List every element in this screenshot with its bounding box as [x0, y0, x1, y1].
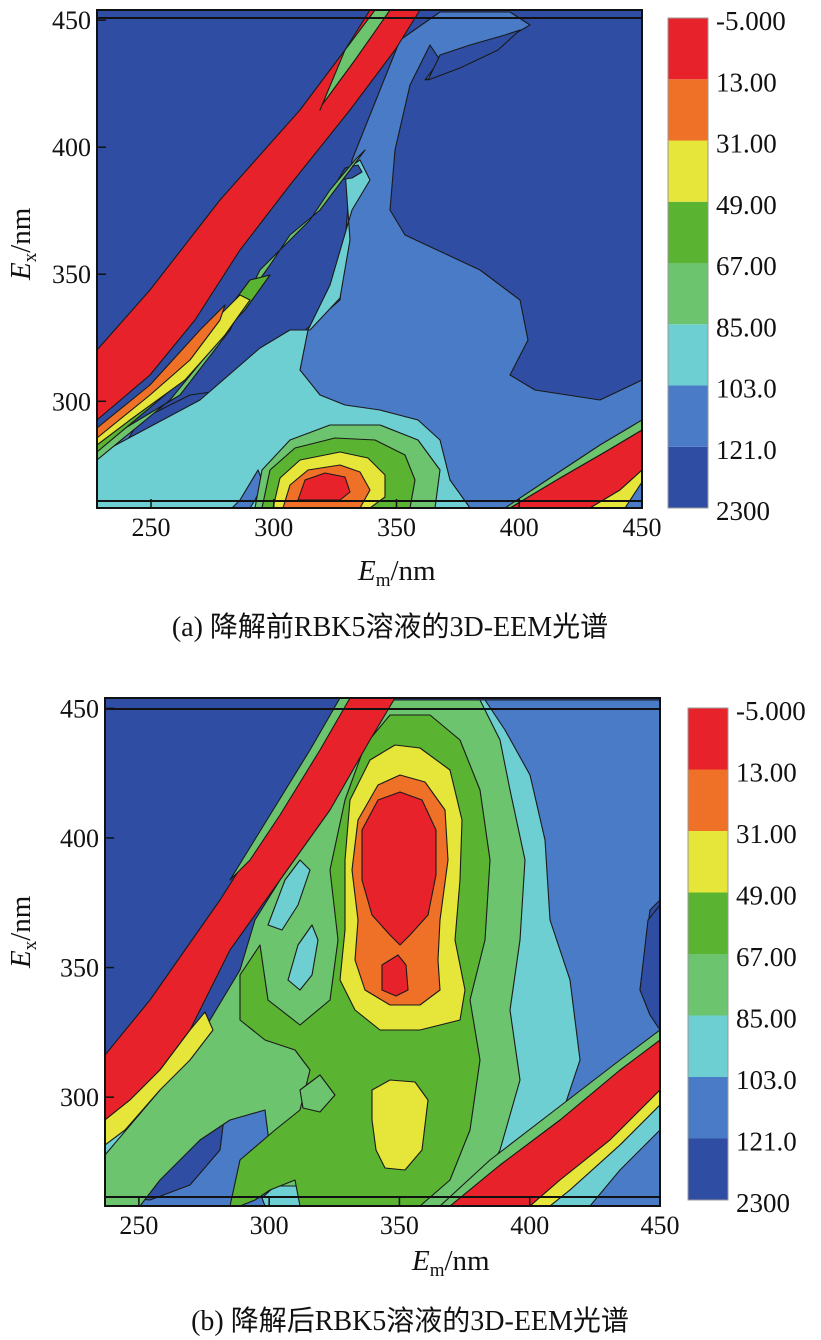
colorbar-swatch [668, 446, 708, 508]
colorbar-label: 31.00 [716, 129, 777, 159]
colorbar-label: 103.0 [716, 374, 777, 404]
y-tick-label: 350 [60, 954, 99, 983]
colorbar-swatch [668, 263, 708, 325]
x-tick-label: 400 [510, 1211, 549, 1240]
contour-b-l3-edge [549, 1104, 660, 1206]
colorbar-swatch [688, 954, 728, 1016]
contour-b-l3-island [287, 924, 319, 991]
caption-a: (a) 降解前RBK5溶液的3D-EEM光谱 [172, 611, 608, 643]
y-tick-label: 300 [60, 1083, 99, 1112]
colorbar-swatch [688, 831, 728, 893]
colorbar-label: 67.00 [736, 942, 797, 972]
colorbar-swatch [688, 1138, 728, 1200]
colorbar-label: 13.00 [716, 67, 777, 97]
colorbar-a: -5.000 13.00 31.00 49.00 67.00 85.00 103.0 121.… [667, 6, 786, 526]
contour-a-l4-edge [504, 419, 642, 508]
colorbar-label: -5.000 [736, 696, 806, 726]
contour-b-l8-peak [361, 791, 437, 946]
contour-b-l4-island [299, 1074, 336, 1113]
colorbar-label: 2300 [716, 496, 770, 526]
contour-a-l1-island [427, 29, 521, 81]
colorbar-label: 103.0 [736, 1065, 797, 1095]
y-axis-title-b: Ex/nm [5, 895, 41, 969]
y-tick-label: 450 [60, 694, 99, 723]
y-axis-title-a: Ex/nm [5, 207, 41, 281]
colorbar-label: 85.00 [716, 312, 777, 342]
colorbar-frame [687, 707, 729, 1201]
x-tick-label: 250 [132, 513, 171, 542]
x-tick-label: 350 [380, 1211, 419, 1240]
contour-a-l6-edge [589, 469, 642, 508]
contour-a-l7 [97, 304, 226, 439]
colorbar-label: 13.00 [736, 758, 797, 788]
y-tick-label: 300 [52, 387, 91, 416]
colorbar-label: 49.00 [736, 881, 797, 911]
contour-b-l4-edge [439, 1029, 660, 1206]
y-tick-label: 400 [60, 824, 99, 853]
colorbar-label: 67.00 [716, 251, 777, 281]
x-tick-label: 450 [641, 1211, 680, 1240]
colorbar-swatch [668, 201, 708, 263]
colorbar-label: 121.0 [736, 1127, 797, 1157]
x-axis-title-b: Em/nm [411, 1245, 490, 1281]
colorbar-swatch [688, 708, 728, 770]
plot-frame-a [96, 9, 643, 509]
ticks-b: 250 300 350 400 450 300 350 400 450 [60, 694, 680, 1240]
contour-b-l6-edge [105, 1011, 214, 1146]
x-tick-label: 300 [254, 513, 293, 542]
y-tick-label: 350 [52, 260, 91, 289]
x-tick-label: 350 [377, 513, 416, 542]
colorbar-label: 31.00 [736, 819, 797, 849]
colorbar-swatch [668, 79, 708, 141]
colorbar-label: 85.00 [736, 1004, 797, 1034]
colorbar-label: 49.00 [716, 190, 777, 220]
y-tick-label: 400 [52, 133, 91, 162]
colorbar-swatch [688, 1015, 728, 1077]
colorbar-frame [667, 17, 709, 509]
x-tick-label: 400 [500, 513, 539, 542]
x-axis-title-a: Em/nm [357, 555, 436, 591]
colorbar-swatch [688, 892, 728, 954]
contour-b-l1-island [639, 904, 660, 1031]
colorbar-swatch [688, 1077, 728, 1139]
x-tick-label: 450 [623, 513, 662, 542]
contour-a-l8-rayleigh [97, 10, 421, 421]
caption-b: (b) 降解后RBK5溶液的3D-EEM光谱 [191, 1305, 629, 1337]
colorbar-swatch [668, 140, 708, 202]
colorbar-label: 121.0 [716, 435, 777, 465]
ticks-a: 250 300 350 400 450 300 350 400 450 [52, 6, 662, 542]
plot-area-b [105, 698, 660, 1206]
colorbar-swatch [668, 18, 708, 80]
plot-area-a [97, 10, 642, 508]
colorbar-swatch [668, 324, 708, 386]
x-tick-label: 300 [250, 1211, 289, 1240]
colorbar-label: -5.000 [716, 6, 786, 36]
contour-a-l2 [97, 11, 642, 508]
x-tick-label: 250 [119, 1211, 158, 1240]
plot-frame-b [104, 697, 661, 1207]
colorbar-b: -5.000 13.00 31.00 49.00 67.00 85.00 103.0 121.… [687, 696, 806, 1218]
contour-b-l3-island [267, 859, 311, 931]
contour-b-l8-peak2 [381, 954, 409, 997]
colorbar-swatch [688, 769, 728, 831]
contour-a-l4-edge [319, 10, 391, 111]
colorbar-label: 2300 [736, 1188, 790, 1218]
y-tick-label: 450 [52, 6, 91, 35]
colorbar-swatch [668, 385, 708, 447]
contour-b-l4-edge [229, 698, 351, 881]
contour-b-l6-lower [371, 1079, 429, 1171]
